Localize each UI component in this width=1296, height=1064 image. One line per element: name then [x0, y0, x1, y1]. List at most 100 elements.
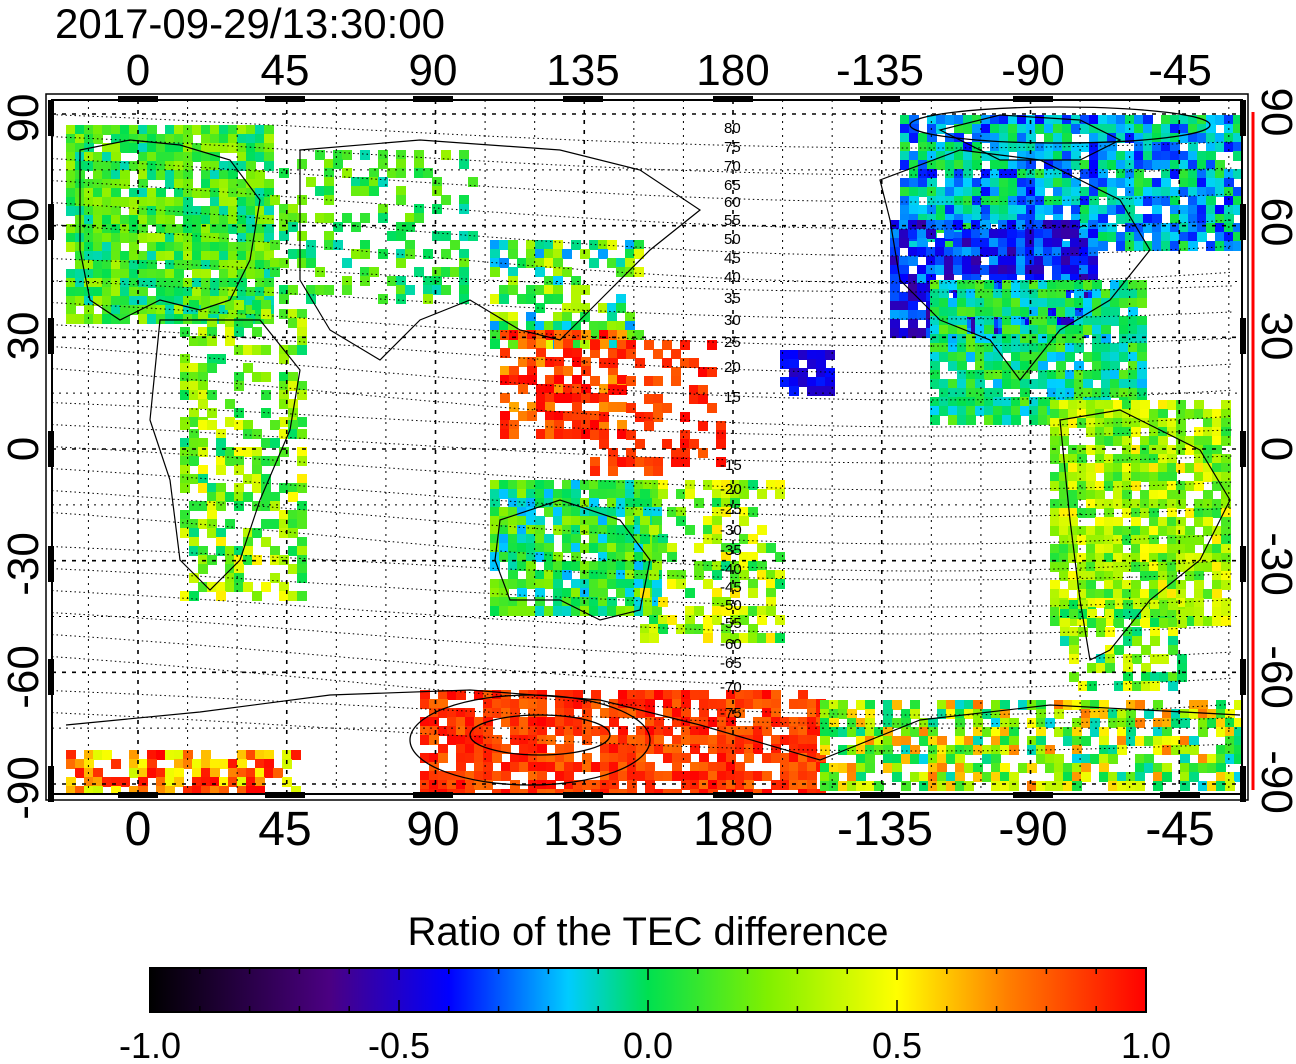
- tec-cell: [636, 699, 646, 709]
- tec-cell: [1101, 316, 1111, 326]
- tec-cell: [807, 708, 817, 718]
- tec-cell: [971, 265, 981, 275]
- tec-cell: [617, 340, 627, 350]
- tec-cell: [1002, 325, 1012, 335]
- tec-cell: [1137, 379, 1147, 389]
- tec-cell: [716, 457, 726, 467]
- tec-cell: [1098, 241, 1108, 251]
- tec-cell: [526, 498, 536, 508]
- tec-cell: [120, 179, 130, 189]
- tec-cell: [297, 519, 307, 529]
- tec-cell: [1000, 700, 1010, 710]
- tec-cell: [1077, 454, 1087, 464]
- tec-cell: [617, 330, 627, 340]
- tec-cell: [1122, 463, 1132, 473]
- tec-cell: [1203, 616, 1213, 626]
- tec-cell: [930, 343, 940, 353]
- tec-cell: [681, 690, 691, 700]
- tec-cell: [966, 397, 976, 407]
- tec-cell: [739, 552, 749, 562]
- tec-cell: [1095, 400, 1105, 410]
- tec-cell: [84, 305, 94, 315]
- tec-cell: [598, 597, 608, 607]
- tec-cell: [508, 249, 518, 259]
- tec-cell: [180, 354, 190, 364]
- tec-cell: [1059, 490, 1069, 500]
- tec-cell: [618, 735, 628, 745]
- tec-cell: [156, 786, 166, 794]
- tec-cell: [192, 152, 202, 162]
- tec-cell: [1068, 499, 1078, 509]
- tec-cell: [1081, 718, 1091, 728]
- tec-cell: [75, 134, 85, 144]
- tec-cell: [945, 187, 955, 197]
- tec-cell: [306, 240, 316, 250]
- tec-cell: [378, 249, 388, 259]
- tec-cell: [234, 318, 244, 328]
- tec-cell: [1216, 772, 1226, 782]
- tec-cell: [807, 726, 817, 736]
- tec-cell: [189, 381, 199, 391]
- tec-cell: [1203, 445, 1213, 455]
- tec-cell: [545, 393, 555, 403]
- tec-cell: [219, 269, 229, 279]
- tec-cell: [252, 555, 262, 565]
- tec-cell: [201, 206, 211, 216]
- tec-cell: [1150, 654, 1160, 664]
- tec-cell: [562, 534, 572, 544]
- tec-cell: [378, 150, 388, 160]
- tec-cell: [927, 169, 937, 179]
- tec-cell: [252, 447, 262, 457]
- tec-cell: [954, 196, 964, 206]
- tec-cell: [1113, 490, 1123, 500]
- top-tick: [713, 96, 753, 102]
- tec-cell: [589, 240, 599, 250]
- tec-cell: [598, 240, 608, 250]
- tec-cell: [910, 754, 920, 764]
- tec-cell: [1038, 289, 1048, 299]
- tec-cell: [572, 384, 582, 394]
- tec-cell: [544, 606, 554, 616]
- tec-cell: [1140, 589, 1150, 599]
- tec-cell: [490, 498, 500, 508]
- tec-cell: [1135, 700, 1145, 710]
- tec-cell: [616, 480, 626, 490]
- tec-cell: [1038, 343, 1048, 353]
- tec-cell: [571, 561, 581, 571]
- tec-cell: [252, 483, 262, 493]
- tec-cell: [264, 251, 274, 261]
- tec-cell: [1099, 745, 1109, 755]
- tec-cell: [508, 561, 518, 571]
- tec-cell: [228, 179, 238, 189]
- tec-cell: [1017, 115, 1027, 125]
- tec-cell: [544, 561, 554, 571]
- tec-cell: [1153, 763, 1163, 773]
- tec-cell: [1002, 406, 1012, 416]
- tec-cell: [216, 528, 226, 538]
- tec-cell: [900, 151, 910, 161]
- tec-cell: [228, 197, 238, 207]
- tec-cell: [288, 318, 298, 328]
- tec-cell: [607, 561, 617, 571]
- tec-cell: [591, 789, 601, 794]
- tec-cell: [598, 516, 608, 526]
- tec-cell: [582, 753, 592, 763]
- tec-cell: [1225, 781, 1235, 791]
- tec-cell: [261, 456, 271, 466]
- tec-cell: [972, 151, 982, 161]
- tec-cell: [717, 717, 727, 727]
- tec-cell: [544, 480, 554, 490]
- contour-line: [52, 136, 1233, 176]
- tec-cell: [993, 415, 1003, 425]
- tec-cell: [198, 309, 208, 319]
- tec-cell: [1007, 265, 1017, 275]
- tec-cell: [1050, 418, 1060, 428]
- tec-cell: [681, 753, 691, 763]
- tec-cell: [234, 447, 244, 457]
- tec-cell: [537, 708, 547, 718]
- tec-cell: [1167, 535, 1177, 545]
- tec-cell: [255, 768, 265, 778]
- tec-cell: [716, 439, 726, 449]
- tec-cell: [1207, 781, 1217, 791]
- tec-cell: [156, 314, 166, 324]
